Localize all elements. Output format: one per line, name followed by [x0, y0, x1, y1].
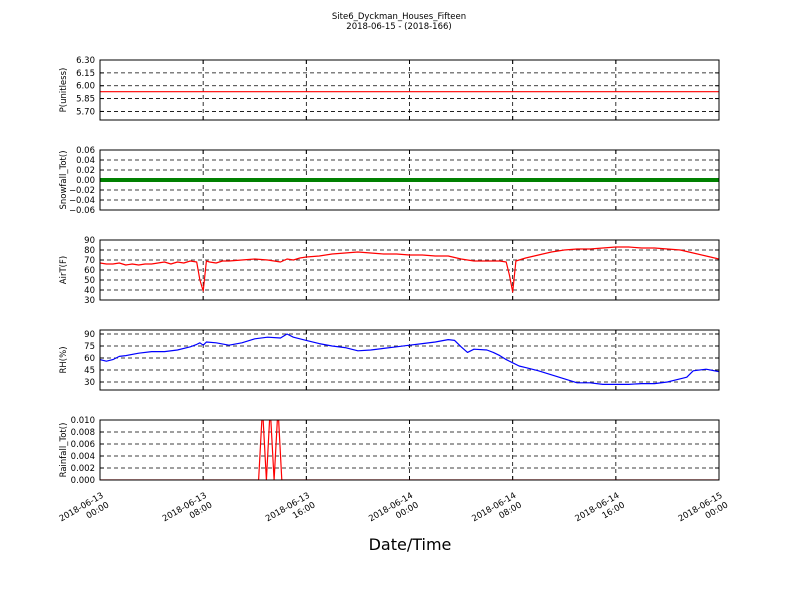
panel-1: 5.70 5.85 6.00 6.15 6.30 P(unitless): [59, 56, 720, 121]
y-axis-label: Snowfall_Tot(): [59, 150, 69, 209]
y-axis-label: P(unitless): [59, 68, 69, 113]
panel-frame: [99, 59, 720, 121]
y-tick-label: 5.85: [76, 95, 95, 105]
y-tick-label: 0.006: [71, 440, 95, 450]
y-tick-label: 6.00: [76, 82, 95, 92]
y-tick-label: 0.010: [71, 416, 95, 426]
y-tick-label: 80: [84, 246, 95, 256]
y-tick-label: 50: [84, 276, 95, 286]
y-tick-label: 40: [84, 286, 95, 296]
chart-title: Site6_Dyckman_Houses_Fifteen: [332, 12, 466, 22]
y-tick-label: −0.04: [69, 196, 95, 206]
y-tick-label: 6.15: [76, 69, 95, 79]
panel-4: 30 45 60 75 90 RH(%): [59, 329, 720, 391]
y-axis-label: AirT(F): [59, 256, 69, 284]
y-tick-label: −0.02: [69, 186, 95, 196]
x-axis-label: Date/Time: [369, 535, 452, 554]
y-tick-label: 30: [84, 296, 95, 306]
y-tick-label: 0.000: [71, 476, 95, 486]
y-tick-label: 6.30: [76, 56, 95, 66]
y-axis-label: RH(%): [59, 346, 69, 373]
series-line: [100, 420, 719, 480]
panel-frame: [99, 239, 720, 301]
series-line: [100, 246, 719, 293]
y-tick-label: 0.008: [71, 428, 95, 438]
y-tick-label: 30: [84, 378, 95, 388]
panels: 5.705.856.006.156.30P(unitless)−0.06−0.0…: [59, 56, 720, 486]
y-tick-label: 0.004: [71, 452, 95, 462]
panel-frame: [99, 419, 720, 481]
y-tick-label: 70: [84, 256, 95, 266]
y-tick-label: 45: [84, 366, 95, 376]
y-tick-label: −0.06: [69, 206, 95, 216]
y-tick-label: 0.02: [76, 166, 95, 176]
y-tick-label: 0.00: [76, 176, 95, 186]
series-line: [100, 333, 719, 385]
y-tick-label: 0.06: [76, 146, 95, 156]
y-tick-label: 0.04: [76, 156, 95, 166]
y-tick-label: 60: [84, 354, 95, 364]
panel-5: 0.000 0.002 0.004 0.006 0.008 0.010Rainfall_T…: [59, 416, 720, 486]
y-tick-label: 5.70: [76, 107, 95, 117]
panel-frame: [99, 329, 720, 391]
y-tick-label: 90: [84, 236, 95, 246]
panel-frame: [99, 149, 720, 211]
y-tick-label: 60: [84, 266, 95, 276]
y-tick-label: 0.002: [71, 464, 95, 474]
y-tick-label: 75: [84, 342, 95, 352]
y-tick-label: 90: [84, 330, 95, 340]
panel-2: −0.06−0.04−0.020.000.020.040.06 Snowfall_…: [59, 146, 720, 216]
y-axis-label: Rainfall_Tot(): [59, 423, 69, 478]
chart-subtitle: 2018-06-15 - (2018-166): [346, 22, 451, 32]
